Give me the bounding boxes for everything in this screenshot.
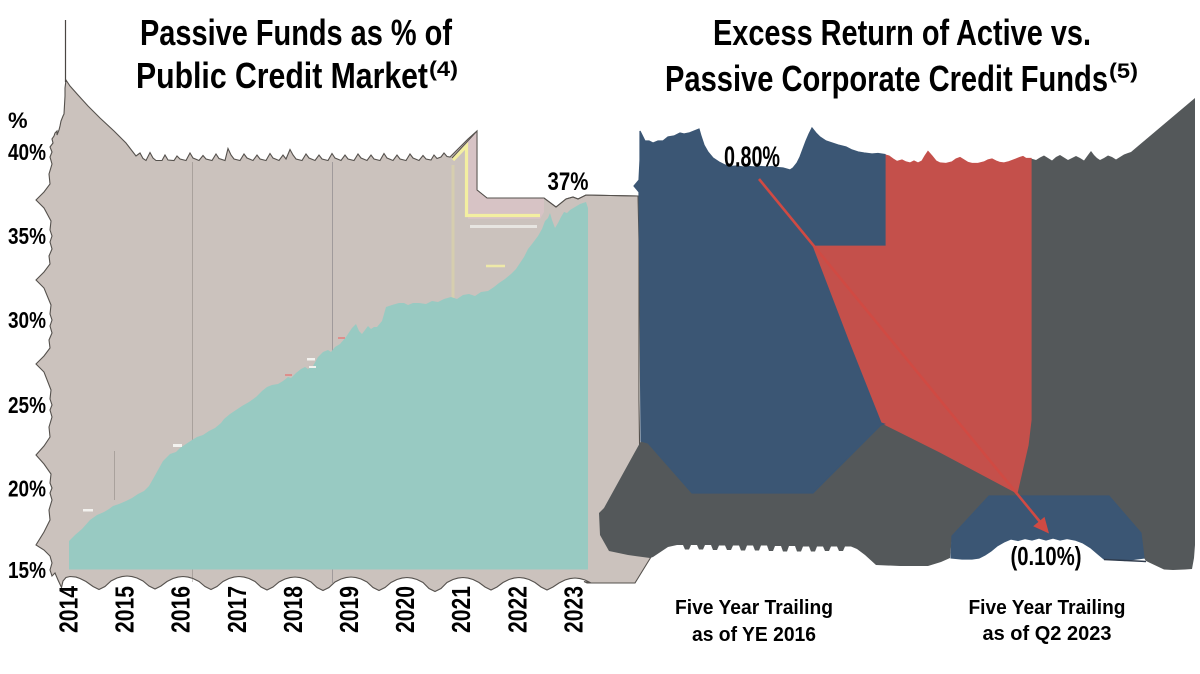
svg-text:2022: 2022: [502, 586, 532, 633]
svg-text:2018: 2018: [278, 586, 308, 633]
svg-text:0.80%: 0.80%: [724, 142, 780, 174]
svg-text:%: %: [8, 108, 28, 133]
svg-text:(0.10%): (0.10%): [1011, 541, 1082, 571]
svg-text:Passive Corporate Credit Funds: Passive Corporate Credit Funds: [665, 58, 1108, 99]
svg-text:35%: 35%: [8, 223, 46, 249]
svg-text:Five Year Trailing: Five Year Trailing: [969, 597, 1126, 619]
svg-text:37%: 37%: [548, 168, 589, 196]
svg-text:(5): (5): [1109, 60, 1138, 83]
svg-text:40%: 40%: [8, 139, 46, 165]
svg-text:20%: 20%: [8, 476, 46, 502]
svg-text:25%: 25%: [8, 392, 46, 418]
svg-text:2023: 2023: [558, 586, 588, 633]
svg-text:2016: 2016: [166, 586, 196, 633]
svg-text:(4): (4): [429, 58, 458, 81]
svg-text:30%: 30%: [8, 307, 46, 333]
svg-text:Excess Return of Active vs.: Excess Return of Active vs.: [713, 12, 1091, 53]
svg-text:Passive Funds as % of: Passive Funds as % of: [140, 12, 453, 53]
svg-text:2019: 2019: [334, 586, 364, 633]
svg-text:as of YE 2016: as of YE 2016: [692, 624, 816, 646]
svg-text:2014: 2014: [54, 586, 84, 633]
svg-text:15%: 15%: [8, 557, 46, 583]
svg-text:2015: 2015: [110, 586, 140, 633]
svg-text:2020: 2020: [390, 586, 420, 633]
svg-text:2017: 2017: [222, 586, 252, 633]
svg-text:Five Year Trailing: Five Year Trailing: [675, 597, 833, 619]
svg-text:2021: 2021: [446, 586, 476, 633]
svg-text:Public Credit Market: Public Credit Market: [136, 55, 428, 96]
svg-text:as of Q2 2023: as of Q2 2023: [983, 623, 1112, 645]
